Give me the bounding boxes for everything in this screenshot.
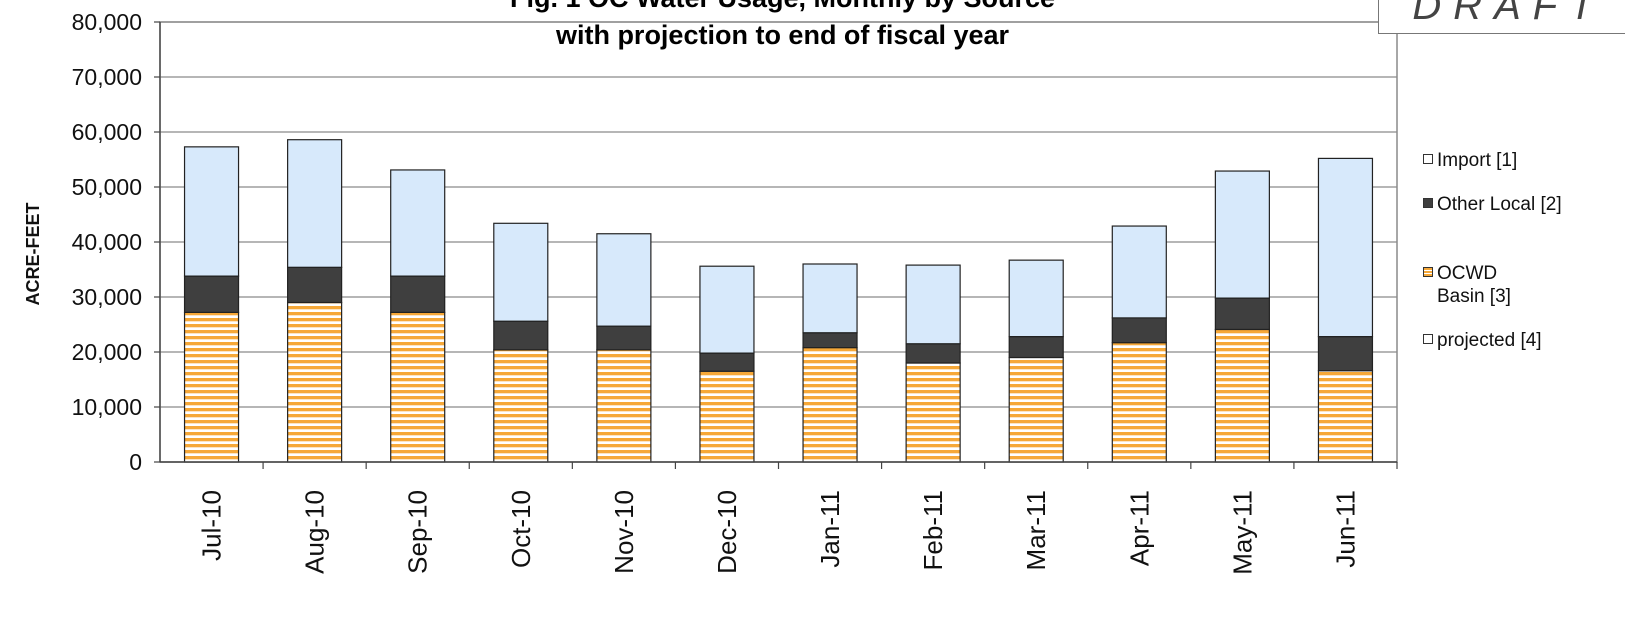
legend-swatch-projected [1423, 334, 1433, 344]
y-tick-label: 60,000 [72, 119, 142, 145]
bar-import-jun-11 [1317, 157, 1374, 338]
y-tick-label: 50,000 [72, 174, 142, 200]
x-tick-label: Jul-10 [197, 490, 227, 561]
bar-ocwd-oct-10 [493, 349, 549, 463]
bar-import-aug-10 [287, 139, 343, 268]
bar-import-apr-11 [1111, 225, 1167, 319]
bar-ocwd-jul-10 [183, 311, 240, 463]
x-tick-label: Jun-11 [1330, 490, 1360, 568]
bar-import-nov-10 [596, 233, 652, 327]
bar-ocwd-sep-10 [390, 311, 446, 463]
legend-label-import: Import [1] [1437, 150, 1518, 171]
bar-other-jan-11 [802, 332, 858, 349]
bar-import-dec-10 [699, 265, 755, 354]
bar-other-nov-10 [596, 325, 652, 351]
bar-other-dec-10 [699, 352, 755, 372]
x-tick-label: Feb-11 [918, 490, 948, 570]
bar-import-feb-11 [905, 264, 961, 345]
bar-ocwd-mar-11 [1008, 356, 1064, 463]
bar-other-feb-11 [905, 343, 961, 364]
bar-import-may-11 [1214, 170, 1270, 299]
bar-import-jul-10 [183, 146, 240, 277]
bar-ocwd-aug-10 [287, 301, 343, 463]
y-tick-label: 70,000 [72, 64, 142, 90]
bar-import-sep-10 [390, 169, 446, 277]
legend-item-ocwd-basin: OCWD Basin [3] [1423, 262, 1547, 308]
legend-swatch-other-local [1423, 198, 1433, 208]
y-tick-label: 20,000 [72, 339, 142, 365]
legend-swatch-ocwd-basin [1423, 267, 1433, 277]
x-tick-label: Nov-10 [609, 490, 639, 574]
y-tick-label: 30,000 [72, 284, 142, 310]
x-tick-label: Jan-11 [815, 490, 845, 568]
x-tick-label: Aug-10 [300, 490, 330, 574]
bar-ocwd-dec-10 [699, 370, 755, 463]
draft-stamp-text: DRAFT [1412, 0, 1606, 28]
x-tick-label: Oct-10 [506, 490, 536, 568]
bar-ocwd-may-11 [1214, 328, 1270, 463]
bar-ocwd-feb-11 [905, 362, 961, 463]
legend-item-import: Import [1] [1423, 149, 1518, 172]
x-tick-label: May-11 [1227, 490, 1257, 575]
x-tick-label: Dec-10 [712, 490, 742, 574]
bar-import-oct-10 [493, 222, 549, 322]
bar-other-may-11 [1214, 297, 1270, 331]
chart-title-line-2: with projection to end of fiscal year [555, 20, 1010, 50]
x-tick-label: Mar-11 [1021, 490, 1051, 570]
legend-swatch-import [1423, 154, 1433, 164]
legend-label-projected: projected [4] [1437, 330, 1542, 351]
bar-ocwd-jun-11 [1317, 370, 1374, 463]
x-tick-label: Apr-11 [1124, 490, 1154, 566]
bar-other-mar-11 [1008, 336, 1064, 359]
y-axis-title: ACRE-FEET [23, 202, 43, 305]
bar-import-jan-11 [802, 263, 858, 334]
gridlines [159, 21, 1398, 463]
bar-import-mar-11 [1008, 259, 1064, 338]
bar-ocwd-jan-11 [802, 347, 858, 463]
legend-label-ocwd-basin: OCWD Basin [3] [1437, 263, 1511, 307]
y-tick-label: 0 [129, 449, 142, 475]
x-tick-label: Sep-10 [403, 490, 433, 574]
bars [183, 139, 1374, 463]
bar-other-sep-10 [390, 275, 446, 314]
bar-ocwd-nov-10 [596, 349, 652, 463]
y-tick-label: 10,000 [72, 394, 142, 420]
draft-stamp: DRAFT [1378, 0, 1625, 34]
bar-other-jul-10 [183, 275, 240, 314]
bar-ocwd-apr-11 [1111, 342, 1167, 463]
chart-title-line-1: Fig. 1 OC Water Usage, Monthly by Source [160, 0, 1405, 14]
y-tick-label: 40,000 [72, 229, 142, 255]
bar-other-jun-11 [1317, 336, 1374, 372]
bar-other-oct-10 [493, 320, 549, 351]
y-tick-label: 80,000 [72, 9, 142, 35]
bar-other-aug-10 [287, 266, 343, 304]
bar-other-apr-11 [1111, 317, 1167, 344]
legend-label-other-local: Other Local [2] [1437, 194, 1562, 215]
legend-item-other-local: Other Local [2] [1423, 193, 1567, 216]
legend-item-projected: projected [4] [1423, 329, 1547, 352]
axes: 0 10,000 20,000 30,000 40,000 50,000 60,000 70,… [23, 9, 1398, 575]
